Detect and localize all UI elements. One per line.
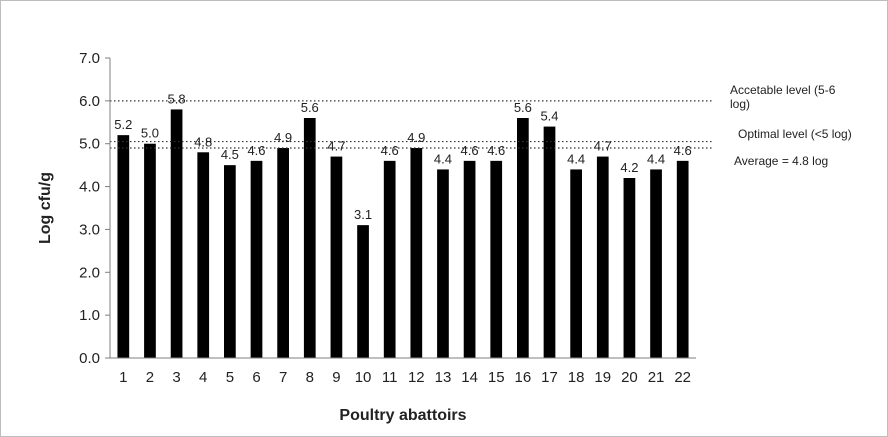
- bar: [250, 160, 263, 358]
- x-tick-label: 21: [648, 369, 665, 386]
- bar: [410, 148, 423, 358]
- bar: [357, 225, 369, 358]
- data-label: 4.8: [194, 134, 212, 149]
- x-tick-label: 8: [306, 369, 314, 386]
- y-tick-label: 2.0: [79, 264, 100, 281]
- y-tick-label: 7.0: [79, 50, 100, 67]
- reference-line-label: Average = 4.8 log: [734, 154, 828, 168]
- bar: [596, 156, 609, 358]
- x-tick-label: 19: [594, 369, 611, 386]
- x-tick-label: 17: [541, 369, 558, 386]
- x-tick-label: 12: [408, 369, 425, 386]
- bar: [277, 148, 289, 358]
- x-tick-label: 15: [488, 369, 505, 386]
- data-label: 4.9: [407, 130, 425, 145]
- bar: [197, 152, 210, 358]
- x-tick-label: 10: [355, 369, 372, 386]
- value-labels: 5.2 5.0 5.8 4.8 4.5 4.6 4.9 5.6 4.7 3.1 4.6 4.9 4.4 4…: [114, 91, 691, 222]
- reference-line-label-line: Accetable level (5-6: [730, 83, 836, 97]
- y-tick-label: 6.0: [79, 93, 100, 110]
- data-label: 4.6: [487, 143, 505, 158]
- bars: [117, 109, 689, 358]
- x-tick-label: 9: [332, 369, 340, 386]
- x-tick-label: 14: [461, 369, 478, 386]
- data-label: 4.2: [620, 160, 638, 175]
- bar: [570, 169, 582, 358]
- data-label: 3.1: [354, 207, 372, 222]
- data-label: 5.4: [540, 109, 558, 124]
- data-label: 4.6: [674, 143, 692, 158]
- y-axis-title: Log cfu/g: [37, 172, 54, 244]
- y-tick-label: 1.0: [79, 307, 100, 324]
- x-axis-title: Poultry abattoirs: [339, 407, 466, 424]
- data-label: 4.4: [647, 151, 665, 166]
- reference-line-label: Accetable level (5-6 log): [730, 83, 836, 111]
- data-label: 4.4: [567, 151, 585, 166]
- bar: [437, 169, 449, 358]
- data-label: 4.9: [274, 130, 292, 145]
- data-label: 4.6: [381, 143, 399, 158]
- x-tick-label: 5: [226, 369, 234, 386]
- y-tick-label: 4.0: [79, 179, 100, 196]
- bar: [623, 178, 636, 358]
- x-tick-label: 16: [515, 369, 532, 386]
- data-label: 5.8: [168, 91, 186, 106]
- x-tick-label: 4: [199, 369, 207, 386]
- x-tick-label: 3: [172, 369, 180, 386]
- data-label: 4.6: [247, 143, 265, 158]
- x-tick-label: 6: [252, 369, 260, 386]
- y-tick-label: 5.0: [79, 136, 100, 153]
- bar: [463, 160, 476, 358]
- reference-line-label-line: Optimal level (<5 log): [738, 127, 852, 141]
- reference-lines: Accetable level (5-6 log) Optimal level (<…: [110, 83, 852, 168]
- x-tick-label: 20: [621, 369, 638, 386]
- data-label: 4.7: [594, 139, 612, 154]
- data-label: 4.4: [434, 151, 452, 166]
- data-label: 5.2: [114, 117, 132, 132]
- y-tick-label: 0.0: [79, 350, 100, 367]
- bar: [543, 126, 556, 358]
- data-label: 5.6: [301, 100, 319, 115]
- data-label: 4.5: [221, 147, 239, 162]
- bar: [383, 160, 396, 358]
- x-axis-ticks: 1 2 3 4 5 6 7 8 9 10 11 12 13 14 15 16 17 18 19 20 21 22: [119, 369, 691, 386]
- bar: [144, 143, 156, 358]
- x-tick-label: 18: [568, 369, 585, 386]
- data-label: 5.6: [514, 100, 532, 115]
- bar: [490, 160, 503, 358]
- x-tick-label: 2: [146, 369, 154, 386]
- y-axis-ticks: 0.0 1.0 2.0 3.0 4.0 5.0 6.0 7.0: [79, 50, 110, 367]
- bar: [650, 169, 662, 358]
- x-tick-label: 7: [279, 369, 287, 386]
- data-label: 4.7: [327, 139, 345, 154]
- x-tick-label: 1: [119, 369, 127, 386]
- bar: [517, 118, 529, 358]
- reference-line-label: Optimal level (<5 log): [738, 127, 852, 141]
- bar: [170, 109, 183, 358]
- data-label: 5.0: [141, 126, 159, 141]
- bar: [117, 135, 130, 358]
- x-tick-label: 22: [674, 369, 691, 386]
- bar: [224, 165, 236, 358]
- bar: [303, 118, 316, 358]
- bar: [676, 160, 689, 358]
- reference-line-label-line: Average = 4.8 log: [734, 154, 828, 168]
- data-label: 4.6: [461, 143, 479, 158]
- bar: [330, 156, 343, 358]
- reference-line-label-line: log): [730, 97, 750, 111]
- x-tick-label: 13: [435, 369, 452, 386]
- y-tick-label: 3.0: [79, 221, 100, 238]
- x-tick-label: 11: [382, 369, 398, 386]
